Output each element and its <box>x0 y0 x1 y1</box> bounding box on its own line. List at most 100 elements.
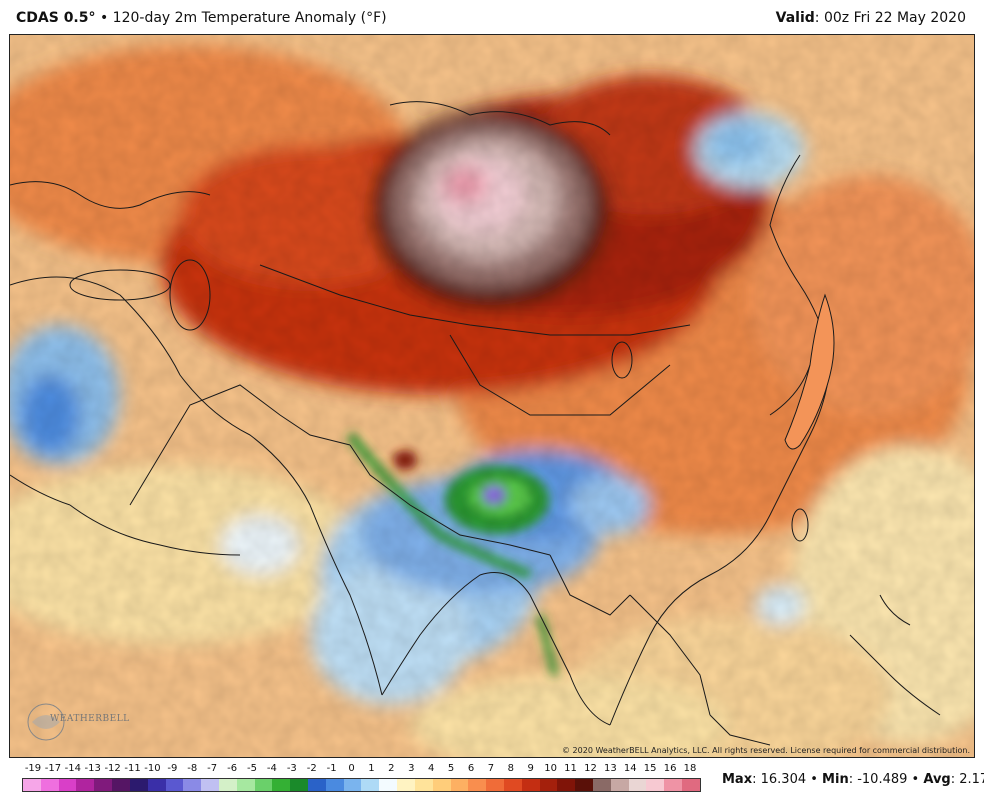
legend-swatch <box>361 779 380 791</box>
legend-swatch <box>503 779 522 791</box>
anomaly-map-canvas <box>10 35 974 757</box>
legend-swatch <box>147 779 166 791</box>
legend-swatch <box>343 779 362 791</box>
legend-tick-label: -9 <box>167 763 178 774</box>
legend-swatch <box>575 779 593 791</box>
legend-swatch <box>218 779 237 791</box>
legend-swatch <box>593 779 611 791</box>
legend-tick-label: 13 <box>603 763 617 774</box>
legend-tick-label: 8 <box>507 763 514 774</box>
legend-swatch <box>23 779 41 791</box>
legend-swatch <box>76 779 95 791</box>
degree-symbol: ° <box>88 10 96 26</box>
legend-swatch <box>414 779 433 791</box>
legend-tick-label: 15 <box>643 763 657 774</box>
legend-swatch <box>664 779 683 791</box>
water-bodies <box>69 259 809 542</box>
legend-swatch <box>397 779 415 791</box>
legend-tick-label: -6 <box>227 763 238 774</box>
legend-tick-label: 7 <box>487 763 495 774</box>
model-name: CDAS 0.5 <box>16 10 89 26</box>
legend-tick-label: 16 <box>663 763 677 774</box>
legend-labels: -19 -17 -14 -13 -12 -11 -10 -9 -8 -7 -6 -5 -4 -3 -2 -1 0… <box>22 763 701 777</box>
legend-tick-label: -3 <box>286 763 297 774</box>
legend-tick-label: 3 <box>408 763 415 774</box>
legend-swatch <box>379 779 398 791</box>
avg-label: Avg <box>923 772 951 787</box>
legend-swatch <box>557 779 576 791</box>
max-value: : 16.304 <box>752 772 807 787</box>
legend-swatch <box>610 779 629 791</box>
product-name: 120-day 2m Temperature Anomaly (°F) <box>112 10 387 26</box>
avg-value: : 2.174 <box>950 772 984 787</box>
legend-tick-label: 12 <box>584 763 597 774</box>
legend-tick-label: -17 <box>44 763 62 774</box>
borders <box>10 101 941 746</box>
legend-swatch <box>682 779 700 791</box>
legend-swatch <box>450 779 469 791</box>
legend-tick-label: 18 <box>683 763 697 774</box>
legend-tick-label: 11 <box>564 763 577 774</box>
legend-tick-label: 5 <box>447 763 455 774</box>
legend-swatch <box>254 779 273 791</box>
legend-tick-label: 4 <box>427 763 435 774</box>
legend-swatch <box>432 779 451 791</box>
legend-tick-label: -2 <box>306 763 317 774</box>
legend-tick-label: -1 <box>326 763 337 774</box>
legend-tick-label: -10 <box>144 763 161 774</box>
legend-tick-label: 0 <box>348 763 355 774</box>
min-value: : -10.489 <box>848 772 908 787</box>
legend-tick-label: -4 <box>266 763 277 774</box>
legend-swatch <box>236 779 255 791</box>
legend-tick-label: -5 <box>247 763 257 774</box>
legend-swatch <box>628 779 647 791</box>
legend-swatch <box>325 779 344 791</box>
color-scale-bar <box>22 778 701 792</box>
legend-swatch <box>112 779 130 791</box>
legend-swatch <box>468 779 487 791</box>
legend-tick-label: 14 <box>623 763 637 774</box>
legend-tick-label: 9 <box>527 763 534 774</box>
min-label: Min <box>822 772 849 787</box>
valid-value: : 00z Fri 22 May 2020 <box>814 10 966 26</box>
map-title: CDAS 0.5° • 120-day 2m Temperature Anoma… <box>16 10 387 26</box>
legend-swatch <box>201 779 219 791</box>
legend-tick-label: -12 <box>104 763 121 774</box>
legend-swatch <box>165 779 184 791</box>
legend-tick-label: -7 <box>207 763 218 774</box>
legend-swatch <box>272 779 291 791</box>
stats-readout: Max: 16.304 • Min: -10.489 • Avg: 2.174 <box>722 772 984 787</box>
logo-icon <box>27 703 65 741</box>
legend-tick-label: -11 <box>124 763 141 774</box>
legend-tick-label: -19 <box>24 763 42 774</box>
legend-swatch <box>539 779 558 791</box>
legend-tick-label: -8 <box>187 763 198 774</box>
legend-swatch <box>58 779 77 791</box>
stats-separator: • <box>806 772 823 787</box>
title-separator: • <box>99 10 109 26</box>
logo-text: WEATHERBELL <box>50 714 130 724</box>
japan-islands <box>784 293 835 450</box>
legend-swatch <box>486 779 504 791</box>
legend-tick-label: 1 <box>368 763 375 774</box>
legend-tick-label: 10 <box>544 763 557 774</box>
copyright-notice: © 2020 WeatherBELL Analytics, LLC. All r… <box>562 746 970 755</box>
weatherbell-logo: WEATHERBELL <box>24 700 129 745</box>
max-label: Max <box>722 772 753 787</box>
legend-swatch <box>94 779 113 791</box>
texture-layer <box>10 35 974 757</box>
stats-separator: • <box>907 772 924 787</box>
valid-label: Valid <box>775 10 815 26</box>
legend-swatch <box>308 779 326 791</box>
legend-swatch <box>290 779 308 791</box>
legend-tick-label: 2 <box>388 763 395 774</box>
legend-swatch <box>521 779 540 791</box>
header: CDAS 0.5° • 120-day 2m Temperature Anoma… <box>0 0 984 34</box>
legend-swatch <box>183 779 202 791</box>
legend-tick-label: 6 <box>467 763 475 774</box>
legend-swatch <box>646 779 665 791</box>
anomaly-map: WEATHERBELL © 2020 WeatherBELL Analytics… <box>9 34 975 758</box>
legend-swatch <box>129 779 148 791</box>
legend-tick-label: -14 <box>64 763 81 774</box>
legend-tick-label: -13 <box>84 763 101 774</box>
